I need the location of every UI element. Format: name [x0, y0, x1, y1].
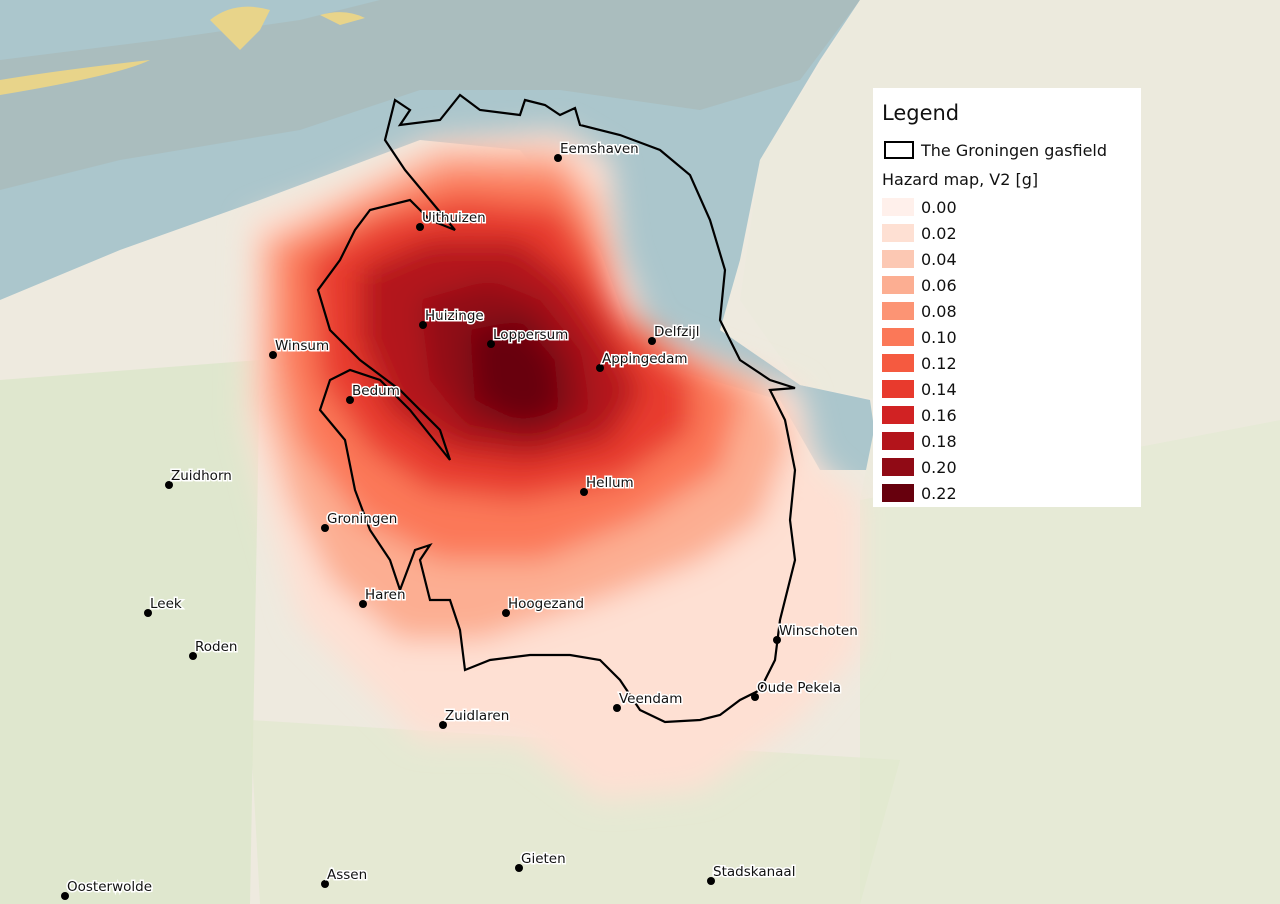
- legend: Legend The Groningen gasfield Hazard map…: [873, 88, 1141, 507]
- place-label: Gieten: [521, 851, 566, 867]
- place-label: Winschoten: [779, 623, 858, 639]
- swatch: [882, 380, 914, 398]
- place-dot: [648, 337, 656, 345]
- farmland: [860, 420, 1280, 904]
- swatch: [882, 250, 914, 268]
- place-dot: [269, 351, 277, 359]
- place-dot: [359, 600, 367, 608]
- hazard-field: [245, 130, 860, 800]
- outline-swatch: [884, 141, 914, 159]
- gasfield-outline: [316, 93, 797, 724]
- place-label: Hellum: [586, 475, 634, 491]
- farmland: [250, 720, 900, 904]
- place-dot: [515, 864, 523, 872]
- place-label: Huizinge: [425, 308, 484, 324]
- place-dot: [144, 609, 152, 617]
- place-label: Hoogezand: [508, 596, 584, 612]
- place-dot: [321, 880, 329, 888]
- place-dot: [439, 721, 447, 729]
- place-dot: [346, 396, 354, 404]
- scale-label: 0.14: [921, 380, 957, 399]
- place-label: Assen: [327, 867, 367, 883]
- scale-label: 0.08: [921, 302, 957, 321]
- scale-label: 0.12: [921, 354, 957, 373]
- swatch: [882, 276, 914, 294]
- legend-title: Legend: [882, 101, 959, 125]
- place-dot: [419, 321, 427, 329]
- swatch: [882, 458, 914, 476]
- legend-entry: The Groningen gasfield: [920, 141, 1107, 160]
- swatch: [882, 432, 914, 450]
- place-label: Bedum: [352, 383, 400, 399]
- place-label: Groningen: [327, 511, 397, 527]
- swatch: [882, 328, 914, 346]
- scale-label: 0.16: [921, 406, 957, 425]
- scale-label: 0.22: [921, 484, 957, 503]
- scale-label: 0.02: [921, 224, 957, 243]
- place-dot: [707, 877, 715, 885]
- place-label: Zuidhorn: [171, 468, 232, 484]
- place-label: Oosterwolde: [67, 879, 152, 895]
- place-dot: [751, 693, 759, 701]
- swatch: [882, 484, 914, 502]
- island: [210, 6, 270, 51]
- place-label: Haren: [365, 587, 406, 603]
- swatch: [882, 224, 914, 242]
- place-label: Roden: [195, 639, 237, 655]
- place-dot: [580, 488, 588, 496]
- place-dot: [165, 481, 173, 489]
- island: [320, 12, 365, 25]
- place-dot: [613, 704, 621, 712]
- place-label: Appingedam: [602, 351, 688, 367]
- place-label: Veendam: [619, 691, 682, 707]
- place-label: Loppersum: [493, 327, 568, 343]
- place-label: Oude Pekela: [757, 680, 841, 696]
- place-label: Delfzijl: [654, 324, 700, 340]
- place-dot: [487, 340, 495, 348]
- island: [0, 60, 150, 95]
- farmland: [0, 360, 260, 904]
- place-dot: [321, 524, 329, 532]
- swatch: [882, 302, 914, 320]
- scale-label: 0.00: [921, 198, 957, 217]
- place-dot: [61, 892, 69, 900]
- swatch: [882, 406, 914, 424]
- place-dot: [554, 154, 562, 162]
- scale-label: 0.18: [921, 432, 957, 451]
- scale-title: Hazard map, V2 [g]: [882, 170, 1038, 189]
- swatch: [882, 354, 914, 372]
- scale-label: 0.10: [921, 328, 957, 347]
- place-label: Winsum: [275, 338, 329, 354]
- place-dot: [189, 652, 197, 660]
- scale-label: 0.06: [921, 276, 957, 295]
- swatch: [882, 198, 914, 216]
- tidal-flats: [0, 0, 860, 190]
- place-label: Zuidlaren: [445, 708, 509, 724]
- place-label: Leek: [150, 596, 182, 612]
- place-label: Eemshaven: [560, 141, 639, 157]
- legend-box: [873, 88, 1141, 507]
- place-label: Uithuizen: [422, 210, 486, 226]
- place-label: Stadskanaal: [713, 864, 795, 880]
- places: Eemshaven Uithuizen Huizinge Loppersum Delfz…: [61, 140, 859, 900]
- scale-label: 0.20: [921, 458, 957, 477]
- place-dot: [596, 364, 604, 372]
- scale-label: 0.04: [921, 250, 957, 269]
- place-dot: [416, 223, 424, 231]
- place-dot: [502, 609, 510, 617]
- place-dot: [773, 636, 781, 644]
